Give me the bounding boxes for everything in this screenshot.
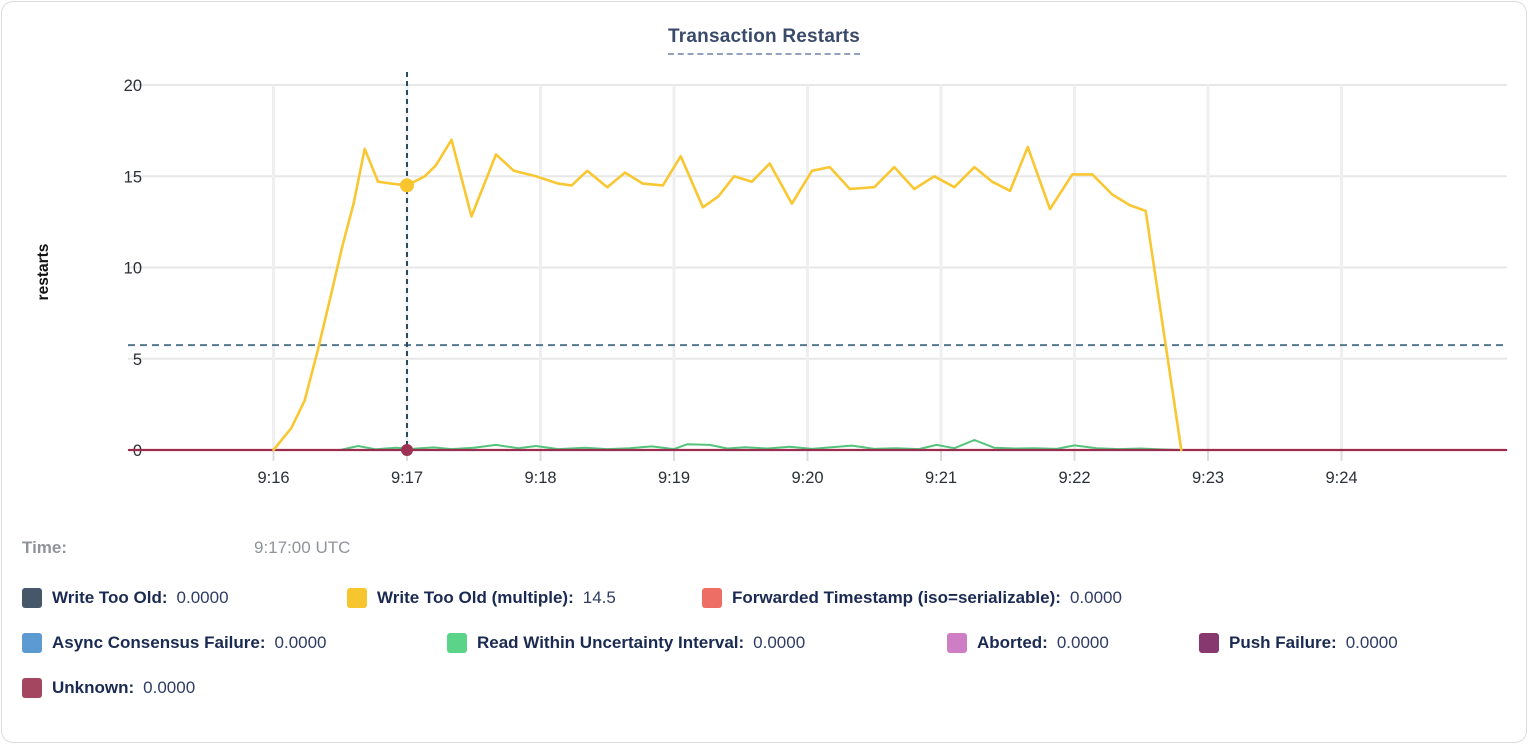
legend-label: Write Too Old: — [52, 588, 168, 607]
legend-swatch — [447, 633, 467, 653]
legend-item-read-within-uncertainty[interactable]: Read Within Uncertainty Interval: 0.0000 — [447, 633, 805, 653]
legend-item-write-too-old-multiple[interactable]: Write Too Old (multiple): 14.5 — [347, 588, 616, 608]
legend-item-forwarded-timestamp[interactable]: Forwarded Timestamp (iso=serializable): … — [702, 588, 1122, 608]
legend-row-3: Unknown: 0.0000 — [2, 678, 1526, 708]
legend-label: Unknown: — [52, 678, 135, 697]
legend-value: 0.0000 — [1345, 633, 1398, 652]
legend-value: 0.0000 — [143, 678, 196, 697]
x-tick-label: 9:17 — [391, 469, 423, 487]
legend-item-async-consensus-failure[interactable]: Async Consensus Failure: 0.0000 — [22, 633, 327, 653]
legend-swatch — [22, 633, 42, 653]
legend-swatch — [22, 588, 42, 608]
legend-item-push-failure[interactable]: Push Failure: 0.0000 — [1199, 633, 1398, 653]
x-tick-label: 9:22 — [1058, 469, 1090, 487]
legend-swatch — [347, 588, 367, 608]
hover-dot — [401, 444, 413, 456]
legend-swatch — [22, 678, 42, 698]
y-axis-label: restarts — [35, 244, 52, 301]
legend-row-2: Async Consensus Failure: 0.0000 Read Wit… — [2, 633, 1526, 663]
x-tick-label: 9:20 — [791, 469, 823, 487]
chart-title-wrap: Transaction Restarts — [2, 26, 1526, 55]
legend-label: Read Within Uncertainty Interval: — [477, 633, 745, 652]
series-line-write-too-old-multiple- — [272, 138, 1183, 452]
legend-value: 0.0000 — [753, 633, 806, 652]
hover-time-value: 9:17:00 UTC — [254, 538, 351, 557]
legend-swatch — [702, 588, 722, 608]
hover-time-label: Time: — [22, 538, 68, 557]
legend-swatch — [1199, 633, 1219, 653]
legend-label: Aborted: — [977, 633, 1048, 652]
x-tick-label: 9:16 — [257, 469, 289, 487]
legend-row-1: Write Too Old: 0.0000 Write Too Old (mul… — [2, 588, 1526, 618]
legend-value: 0.0000 — [1069, 588, 1122, 607]
y-tick-label: 5 — [133, 351, 142, 369]
legend-label: Write Too Old (multiple): — [377, 588, 574, 607]
legend-label: Async Consensus Failure: — [52, 633, 266, 652]
x-tick-label: 9:23 — [1192, 469, 1224, 487]
y-tick-label: 15 — [124, 168, 142, 186]
x-tick-label: 9:18 — [524, 469, 556, 487]
x-tick-label: 9:21 — [925, 469, 957, 487]
x-tick-label: 9:24 — [1325, 469, 1357, 487]
x-tick-label: 9:19 — [658, 469, 690, 487]
legend-item-unknown[interactable]: Unknown: 0.0000 — [22, 678, 195, 698]
legend-item-aborted[interactable]: Aborted: 0.0000 — [947, 633, 1109, 653]
legend-swatch — [947, 633, 967, 653]
legend-label: Push Failure: — [1229, 633, 1337, 652]
y-tick-label: 20 — [124, 77, 142, 95]
legend-item-write-too-old[interactable]: Write Too Old: 0.0000 — [22, 588, 229, 608]
legend-label: Forwarded Timestamp (iso=serializable): — [732, 588, 1061, 607]
hover-dot — [400, 178, 414, 193]
series-line-read-within-uncertainty-interval — [339, 439, 1183, 451]
legend-value: 0.0000 — [274, 633, 327, 652]
y-tick-label: 10 — [124, 260, 142, 278]
chart-title[interactable]: Transaction Restarts — [668, 26, 860, 55]
legend-value: 0.0000 — [1056, 633, 1109, 652]
legend: Write Too Old: 0.0000 Write Too Old (mul… — [2, 588, 1526, 723]
legend-value: 14.5 — [582, 588, 616, 607]
legend-value: 0.0000 — [176, 588, 229, 607]
hover-time-row: Time: 9:17:00 UTC — [2, 538, 1526, 564]
